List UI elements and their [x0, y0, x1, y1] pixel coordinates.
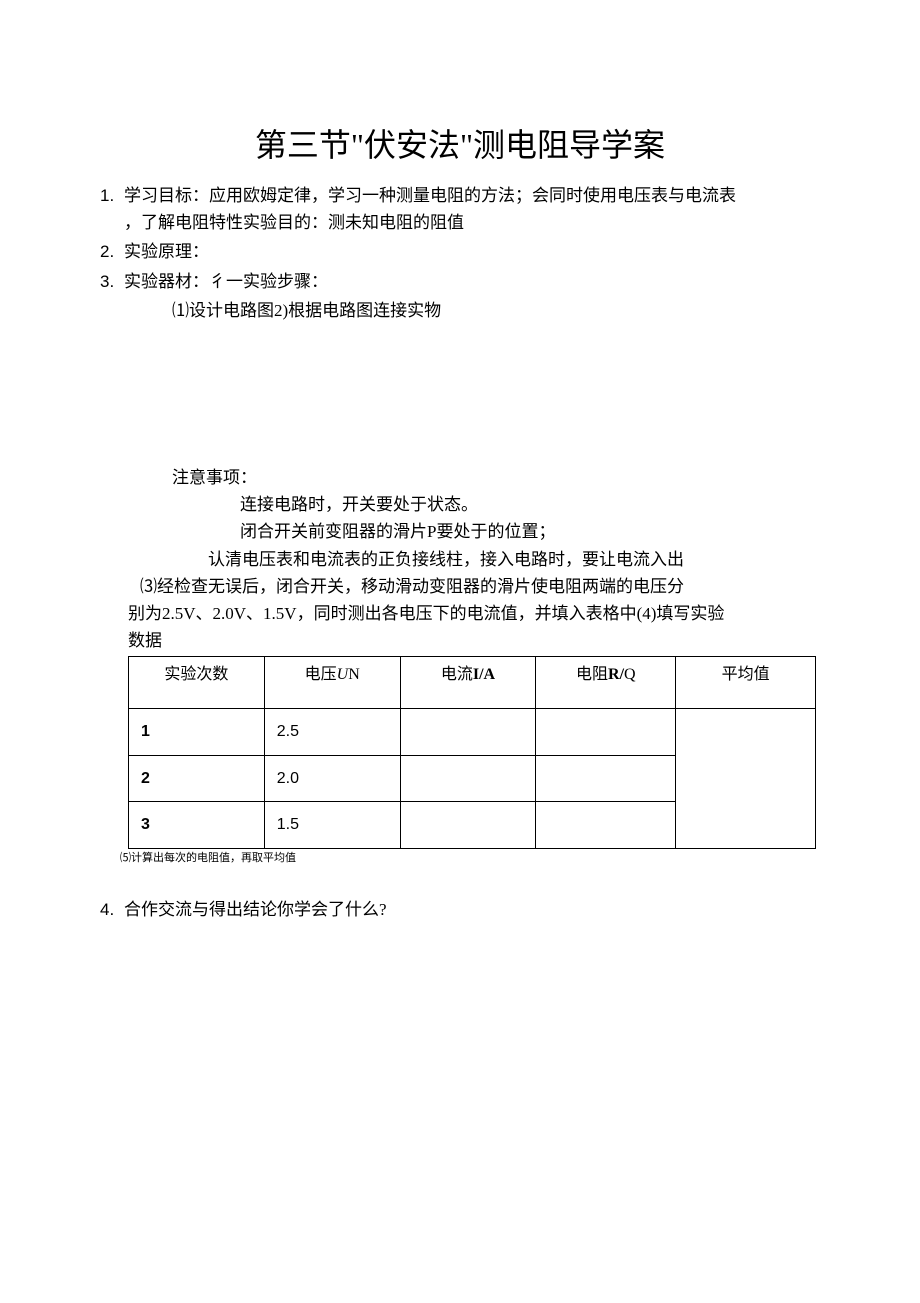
cell-resistance-2 — [536, 755, 676, 802]
item-1-body: 学习目标：应用欧姆定律，学习一种测量电阻的方法；会同时使用电压表与电流表 ，了解… — [124, 182, 820, 236]
th-average: 平均值 — [676, 657, 816, 709]
step3-line2: 别为2.5V、2.0V、1.5V，同时测出各电压下的电流值，并填入表格中(4)填… — [100, 600, 820, 627]
th-voltage-n: N — [348, 666, 360, 683]
item-1-line2: ，了解电阻特性实验目的：测未知电阻的阻值 — [124, 213, 464, 232]
cell-current-2 — [400, 755, 536, 802]
th-trial: 实验次数 — [129, 657, 265, 709]
data-table: 实验次数 电压UN 电流I/A 电阻R/Q 平均值 1 2.5 2 2.0 — [128, 656, 816, 849]
item-2-body: 实验原理： — [124, 238, 820, 265]
table-header-row: 实验次数 电压UN 电流I/A 电阻R/Q 平均值 — [129, 657, 816, 709]
step3-line1: ⑶经检查无误后，闭合开关，移动滑动变阻器的滑片使电阻两端的电压分 — [100, 573, 820, 600]
item-2-num: 2. — [100, 238, 124, 265]
item-4: 4. 合作交流与得出结论你学会了什么? — [100, 896, 820, 923]
item-3-num: 3. — [100, 268, 124, 295]
item-3: 3. 实验器材：彳一实验步骤： — [100, 268, 820, 295]
cell-average — [676, 709, 816, 849]
th-current-label: 电流 — [441, 666, 473, 683]
content-body: 1. 学习目标：应用欧姆定律，学习一种测量电阻的方法；会同时使用电压表与电流表 … — [100, 182, 820, 923]
notice-block: 注意事项： 连接电路时，开关要处于状态。 闭合开关前变阻器的滑片P要处于的位置；… — [100, 464, 820, 573]
item-2: 2. 实验原理： — [100, 238, 820, 265]
notice-2: 闭合开关前变阻器的滑片P要处于的位置； — [100, 518, 820, 545]
th-voltage: 电压UN — [264, 657, 400, 709]
item-1: 1. 学习目标：应用欧姆定律，学习一种测量电阻的方法；会同时使用电压表与电流表 … — [100, 182, 820, 236]
th-resistance-label: 电阻 — [576, 666, 608, 683]
diagram-placeholder — [100, 324, 820, 464]
cell-trial-3: 3 — [129, 802, 265, 849]
cell-voltage-2: 2.0 — [264, 755, 400, 802]
item-1-line1: 学习目标：应用欧姆定律，学习一种测量电阻的方法；会同时使用电压表与电流表 — [124, 186, 736, 205]
th-resistance: 电阻R/Q — [536, 657, 676, 709]
item-1-num: 1. — [100, 182, 124, 236]
cell-voltage-1: 2.5 — [264, 709, 400, 756]
notice-label: 注意事项： — [100, 464, 820, 491]
th-voltage-label: 电压 — [305, 666, 337, 683]
cell-resistance-1 — [536, 709, 676, 756]
notice-3: 认清电压表和电流表的正负接线柱，接入电路时，要让电流入出 — [100, 546, 820, 573]
notice-1: 连接电路时，开关要处于状态。 — [100, 491, 820, 518]
th-current: 电流I/A — [400, 657, 536, 709]
item-4-num: 4. — [100, 896, 124, 923]
cell-trial-1: 1 — [129, 709, 265, 756]
item-4-body: 合作交流与得出结论你学会了什么? — [124, 896, 820, 923]
step3-line3: 数据 — [100, 627, 820, 654]
th-voltage-u: U — [337, 666, 349, 683]
table-row: 1 2.5 — [129, 709, 816, 756]
cell-trial-2: 2 — [129, 755, 265, 802]
item-3-body: 实验器材：彳一实验步骤： — [124, 268, 820, 295]
note-5: ⑸计算出每次的电阻值，再取平均值 — [100, 850, 820, 868]
cell-current-3 — [400, 802, 536, 849]
cell-voltage-3: 1.5 — [264, 802, 400, 849]
th-resistance-r: R/ — [608, 666, 624, 683]
cell-current-1 — [400, 709, 536, 756]
th-resistance-q: Q — [624, 666, 636, 683]
item-3-sub1: ⑴设计电路图2)根据电路图连接实物 — [100, 297, 820, 324]
cell-resistance-3 — [536, 802, 676, 849]
page-title: 第三节"伏安法"测电阻导学案 — [100, 120, 820, 166]
th-current-ia: I/A — [473, 666, 495, 683]
